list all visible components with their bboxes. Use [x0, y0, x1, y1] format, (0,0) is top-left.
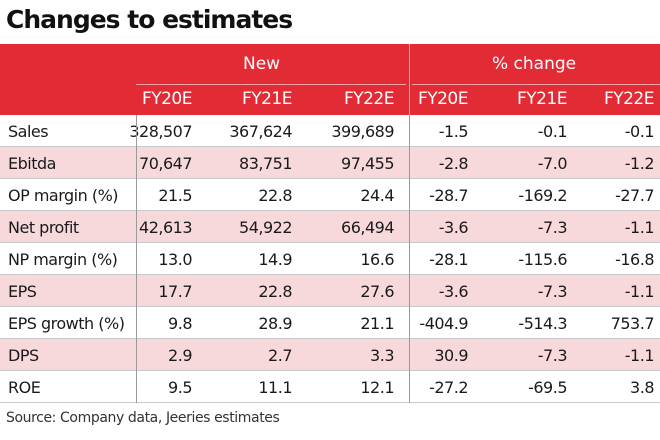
- row-divider: [0, 338, 660, 339]
- row-label: DPS: [8, 346, 39, 365]
- table-cell: 27.6: [360, 282, 394, 301]
- row-label: EPS growth (%): [8, 314, 125, 333]
- row-divider: [0, 242, 660, 243]
- table-cell: 328,507: [129, 122, 192, 141]
- table-cell: 3.8: [630, 378, 654, 397]
- table-cell: -1.5: [438, 122, 469, 141]
- table-cell: -28.1: [429, 250, 468, 269]
- row-label: Sales: [8, 122, 49, 141]
- group-rule-new: [136, 84, 406, 85]
- row-label: Ebitda: [8, 154, 56, 173]
- row-label: NP margin (%): [8, 250, 118, 269]
- column-header: FY22E: [603, 89, 655, 109]
- table-cell: -28.7: [429, 186, 468, 205]
- table-cell: -0.1: [624, 122, 655, 141]
- table-cell: 12.1: [360, 378, 394, 397]
- table-cell: -2.8: [438, 154, 469, 173]
- column-header: FY22E: [343, 89, 395, 109]
- row-divider: [0, 146, 660, 147]
- table-cell: -27.7: [615, 186, 654, 205]
- table-row: ROE 9.5 11.1 12.1 -27.2 -69.5 3.8: [0, 371, 660, 403]
- row-divider: [0, 210, 660, 211]
- column-divider: [136, 115, 137, 403]
- row-divider: [0, 274, 660, 275]
- table-cell: 2.7: [268, 346, 292, 365]
- table-row: EPS 17.7 22.8 27.6 -3.6 -7.3 -1.1: [0, 275, 660, 307]
- table-cell: -1.2: [624, 154, 655, 173]
- group-separator: [409, 44, 410, 115]
- table-header: New % change FY20E FY21E FY22E FY20E FY2…: [0, 44, 660, 115]
- table-cell: 22.8: [258, 186, 292, 205]
- table-cell: 9.5: [168, 378, 192, 397]
- row-label: EPS: [8, 282, 37, 301]
- table-cell: 83,751: [239, 154, 292, 173]
- row-label: Net profit: [8, 218, 79, 237]
- table-row: Sales 328,507 367,624 399,689 -1.5 -0.1 -0.1: [0, 115, 660, 147]
- table-cell: -7.3: [537, 282, 568, 301]
- table-cell: 70,647: [139, 154, 192, 173]
- table-cell: 21.1: [360, 314, 394, 333]
- table-cell: 11.1: [258, 378, 292, 397]
- table-cell: 42,613: [139, 218, 192, 237]
- table-row: Ebitda 70,647 83,751 97,455 -2.8 -7.0 -1.2: [0, 147, 660, 179]
- table-cell: 22.8: [258, 282, 292, 301]
- row-label: ROE: [8, 378, 41, 397]
- table-cell: 30.9: [434, 346, 468, 365]
- table-cell: 97,455: [341, 154, 394, 173]
- table-row: Net profit 42,613 54,922 66,494 -3.6 -7.3 -1.1: [0, 211, 660, 243]
- column-header: FY20E: [141, 89, 193, 109]
- table-cell: -514.3: [518, 314, 567, 333]
- table-cell: 28.9: [258, 314, 292, 333]
- table-cell: -1.1: [624, 282, 655, 301]
- table-cell: -404.9: [419, 314, 468, 333]
- table-cell: 399,689: [331, 122, 394, 141]
- table-cell: -169.2: [518, 186, 567, 205]
- row-label: OP margin (%): [8, 186, 119, 205]
- table-cell: 753.7: [610, 314, 655, 333]
- column-header: FY20E: [417, 89, 469, 109]
- table-cell: -1.1: [624, 346, 655, 365]
- table-cell: 24.4: [360, 186, 394, 205]
- table-cell: 13.0: [158, 250, 192, 269]
- table-cell: -115.6: [518, 250, 567, 269]
- row-divider: [0, 306, 660, 307]
- table-row: DPS 2.9 2.7 3.3 30.9 -7.3 -1.1: [0, 339, 660, 371]
- group-rule-change: [412, 84, 660, 85]
- table-cell: -7.3: [537, 346, 568, 365]
- table-cell: 3.3: [370, 346, 394, 365]
- table-cell: 21.5: [158, 186, 192, 205]
- table-cell: -27.2: [429, 378, 468, 397]
- table-cell: -3.6: [438, 218, 469, 237]
- table-cell: 367,624: [229, 122, 292, 141]
- row-divider: [0, 370, 660, 371]
- table-cell: 17.7: [158, 282, 192, 301]
- table-cell: -16.8: [615, 250, 654, 269]
- table-row: EPS growth (%) 9.8 28.9 21.1 -404.9 -514.3 753…: [0, 307, 660, 339]
- table-cell: 14.9: [258, 250, 292, 269]
- table-cell: 66,494: [341, 218, 394, 237]
- column-header: FY21E: [516, 89, 568, 109]
- table-cell: 2.9: [168, 346, 192, 365]
- table-cell: -69.5: [528, 378, 567, 397]
- table-row: NP margin (%) 13.0 14.9 16.6 -28.1 -115.6 -16.…: [0, 243, 660, 275]
- table-row: OP margin (%) 21.5 22.8 24.4 -28.7 -169.2 -27.…: [0, 179, 660, 211]
- column-header: FY21E: [241, 89, 293, 109]
- table-cell: -0.1: [537, 122, 568, 141]
- table-cell: -3.6: [438, 282, 469, 301]
- table-cell: -1.1: [624, 218, 655, 237]
- source-note: Source: Company data, Jeeries estimates: [6, 410, 280, 426]
- group-label-new: New: [243, 54, 281, 74]
- row-divider: [0, 402, 660, 403]
- table-cell: 9.8: [168, 314, 192, 333]
- table-cell: 54,922: [239, 218, 292, 237]
- group-label-change: % change: [492, 54, 577, 74]
- table-cell: -7.3: [537, 218, 568, 237]
- column-divider: [409, 115, 410, 403]
- table-cell: -7.0: [537, 154, 568, 173]
- table-cell: 16.6: [360, 250, 394, 269]
- row-divider: [0, 178, 660, 179]
- table-title: Changes to estimates: [6, 5, 293, 34]
